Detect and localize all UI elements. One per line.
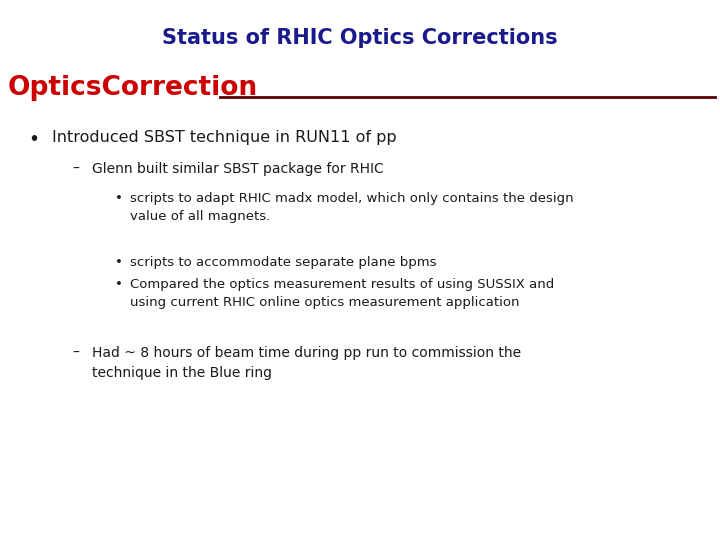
Text: Had ~ 8 hours of beam time during pp run to commission the
technique in the Blue: Had ~ 8 hours of beam time during pp run… — [92, 346, 521, 380]
Text: Introduced SBST technique in RUN11 of pp: Introduced SBST technique in RUN11 of pp — [52, 130, 397, 145]
Text: scripts to accommodate separate plane bpms: scripts to accommodate separate plane bp… — [130, 256, 436, 269]
Text: Compared the optics measurement results of using SUSSIX and
using current RHIC o: Compared the optics measurement results … — [130, 278, 554, 309]
Text: •: • — [115, 256, 123, 269]
Text: scripts to adapt RHIC madx model, which only contains the design
value of all ma: scripts to adapt RHIC madx model, which … — [130, 192, 574, 223]
Text: OpticsCorrection: OpticsCorrection — [8, 75, 258, 101]
Text: –: – — [72, 346, 79, 360]
Text: •: • — [115, 192, 123, 205]
Text: •: • — [115, 278, 123, 291]
Text: Status of RHIC Optics Corrections: Status of RHIC Optics Corrections — [162, 28, 558, 48]
Text: Glenn built similar SBST package for RHIC: Glenn built similar SBST package for RHI… — [92, 162, 384, 176]
Text: –: – — [72, 162, 79, 176]
Text: •: • — [28, 130, 39, 149]
